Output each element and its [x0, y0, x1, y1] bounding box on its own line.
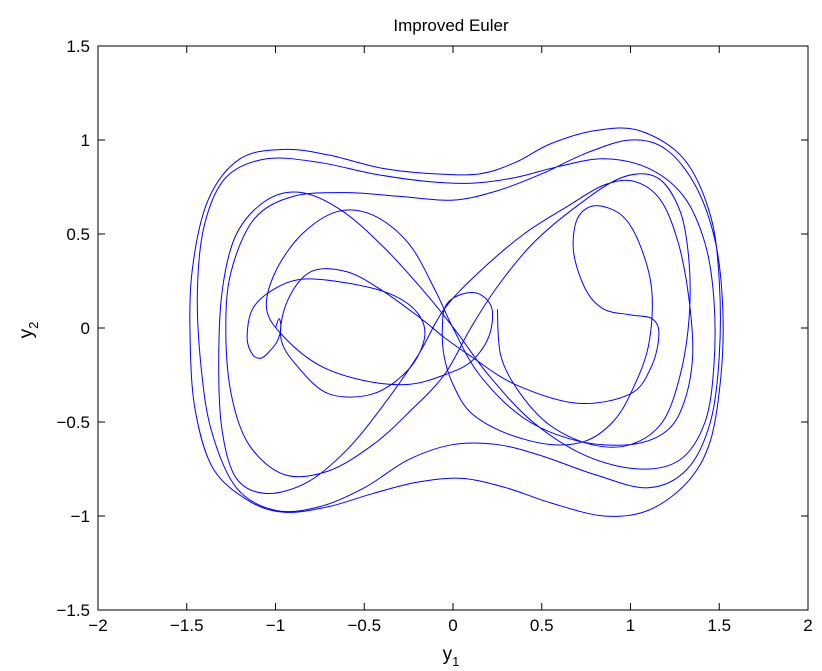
y-tick-label-6: 1.5	[66, 37, 90, 56]
x-tick-label-7: 1.5	[707, 616, 731, 635]
series-line-0	[189, 127, 724, 517]
series-layer	[189, 127, 724, 517]
x-axis-label: y1	[443, 644, 460, 669]
x-tick-label-6: 1	[626, 616, 635, 635]
x-axis-label-subscript: 1	[452, 654, 459, 669]
y-tick-label-3: 0	[81, 319, 90, 338]
y-tick-label-1: −1	[71, 507, 90, 526]
plot-area-frame	[97, 45, 809, 611]
x-tick-label-3: −0.5	[347, 616, 381, 635]
x-tick-label-2: −1	[266, 616, 285, 635]
y-axis-label: y2	[16, 322, 41, 339]
x-tick-label-0: −2	[88, 616, 107, 635]
x-tick-label-5: 0.5	[530, 616, 554, 635]
x-tick-label-1: −1.5	[170, 616, 204, 635]
x-axis-label-base: y	[443, 644, 453, 665]
y-tick-label-2: −0.5	[56, 413, 90, 432]
x-tick-label-8: 2	[803, 616, 812, 635]
ticks-layer: −2 −1.5 −1 −0.5 0 0.5 1 1.5 2−1.5−1−0.500.511.5	[56, 37, 812, 635]
y-tick-label-0: −1.5	[56, 601, 90, 620]
y-tick-label-4: 0.5	[66, 225, 90, 244]
y-tick-label-5: 1	[81, 131, 90, 150]
chart-title: Improved Euler	[393, 16, 509, 35]
y-axis-label-base: y	[16, 328, 37, 338]
x-tick-label-4: 0	[448, 616, 457, 635]
y-axis-label-subscript: 2	[26, 322, 41, 329]
